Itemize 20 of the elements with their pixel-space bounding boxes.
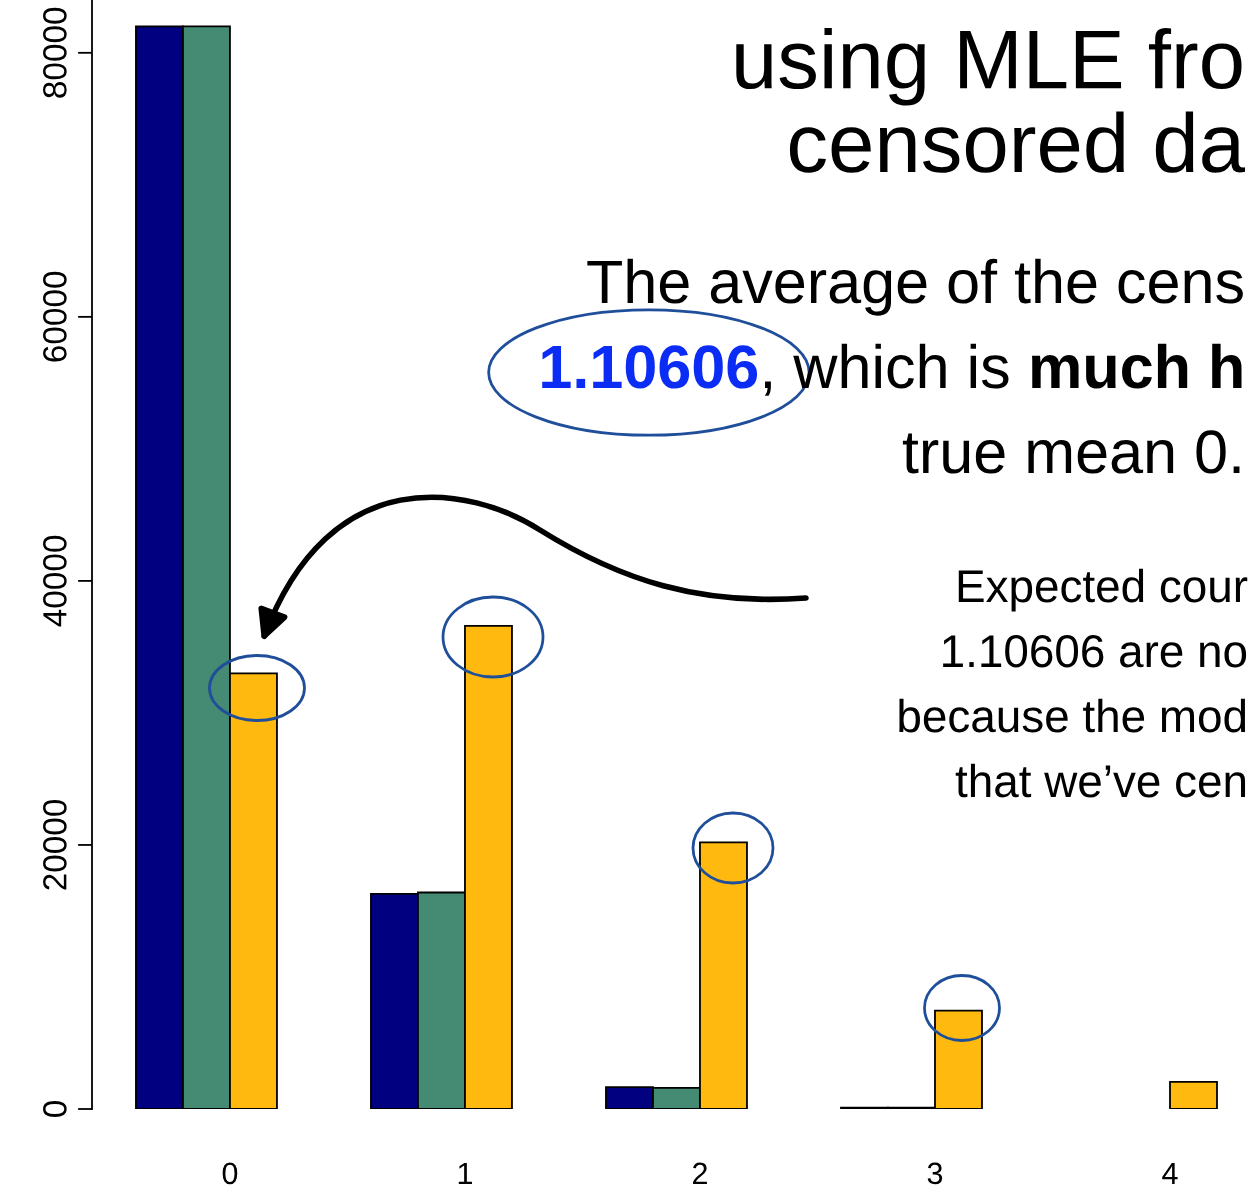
annotation: Expected cour (958, 568, 1248, 612)
x-tick-label: 1 (458, 1162, 472, 1184)
annotation: that we’ve cen (955, 763, 1246, 798)
annotation: much h (1032, 343, 1242, 389)
x-tick-label: 4 (1162, 1162, 1178, 1184)
y-tick-label: 0 (43, 1101, 67, 1117)
bar (1169, 1081, 1218, 1109)
annotation: true mean 0. (902, 430, 1240, 474)
x-tick-label: 0 (222, 1162, 238, 1185)
annotation: 1.10606 (542, 345, 758, 389)
text: using MLE fro censored da (736, 27, 1246, 173)
annotation: because the mod (899, 698, 1246, 733)
x-tick-label: 3 (927, 1162, 943, 1185)
annotation: The average of the cens (587, 258, 1243, 316)
annotation: 1.10606 are no (943, 635, 1247, 668)
y-tick-label: 40000 (43, 535, 67, 627)
y-tick-label: 60000 (43, 271, 67, 362)
y-tick-label: 20000 (43, 799, 67, 890)
y-tick-label: 80000 (43, 7, 67, 98)
x-tick-label: 2 (693, 1162, 707, 1184)
